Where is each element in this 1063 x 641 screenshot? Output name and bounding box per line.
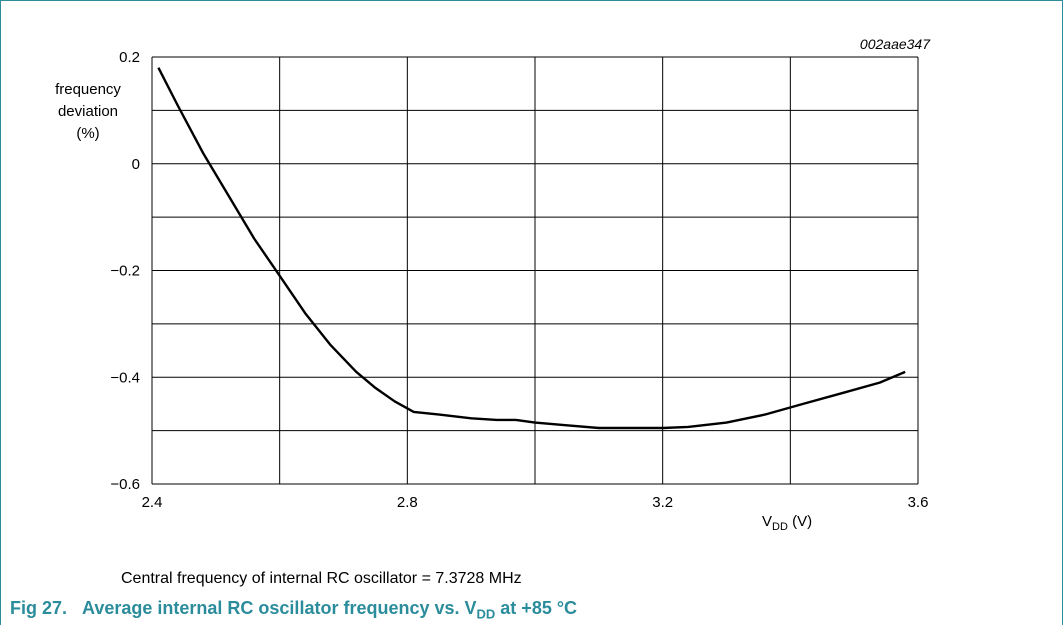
x-tick-label: 3.6 (908, 494, 929, 511)
y-tick-label: 0.2 (119, 49, 140, 66)
central-frequency-note: Central frequency of internal RC oscilla… (121, 570, 522, 587)
y-axis-label-line: deviation (58, 103, 118, 120)
figure-number: Fig 27. (10, 598, 68, 618)
caption-text-suffix: at +85 °C (495, 598, 578, 618)
y-axis-label: frequency deviation (%) (55, 81, 121, 142)
y-tick-label: −0.2 (110, 263, 140, 280)
chart-grid (151, 56, 919, 485)
y-axis-label-line: frequency (55, 81, 121, 98)
chart-reference-id: 002aae347 (859, 36, 930, 52)
y-tick-label: −0.6 (110, 476, 140, 493)
x-axis-label-sub: DD (772, 521, 788, 533)
caption-text-prefix: Average internal RC oscillator frequency… (82, 598, 477, 618)
y-tick-label: 0 (132, 156, 140, 173)
x-tick-label: 2.4 (142, 494, 163, 511)
x-axis-label-unit: (V) (787, 513, 813, 530)
x-tick-label: 2.8 (397, 494, 418, 511)
x-axis-label: VDD (V) (762, 513, 812, 533)
figure-caption: Fig 27. Average internal RC oscillator f… (10, 598, 577, 622)
x-axis-label-main: V (762, 513, 773, 530)
frame-gap (0, 625, 1063, 641)
caption-sub: DD (476, 606, 496, 622)
x-tick-label: 3.2 (652, 494, 673, 511)
frequency-deviation-line (157, 67, 906, 430)
y-tick-label: −0.4 (110, 369, 140, 386)
y-tick-labels: 0.2 0 −0.2 −0.4 −0.6 (110, 49, 140, 493)
x-tick-labels: 2.4 2.8 3.2 3.6 (142, 494, 929, 511)
y-axis-label-line: (%) (76, 125, 99, 142)
